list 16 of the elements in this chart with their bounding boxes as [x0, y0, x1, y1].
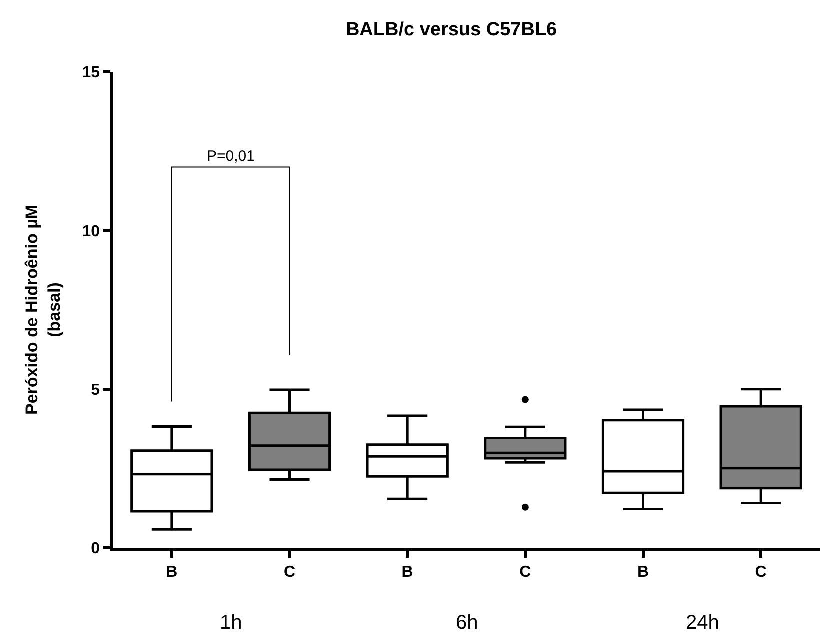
text: 6h — [456, 612, 478, 634]
x-tick-label: B — [166, 564, 178, 581]
x-tick-label: C — [755, 564, 768, 581]
y-axis-title: Peróxido de Hidroênio µM (basal) — [22, 204, 64, 416]
y-tick-label: 10 — [82, 223, 100, 240]
annotation: P=0,01 — [207, 148, 255, 165]
chart-title: BALB/c versus C57BL6 — [346, 19, 558, 40]
x-tick-label: C — [284, 564, 296, 581]
y-tick-label: 5 — [91, 382, 100, 399]
x-tick-label: B — [402, 564, 414, 581]
x-tick-label: C — [520, 564, 532, 581]
x-tick-label: B — [637, 564, 650, 581]
y-tick-label: 15 — [82, 64, 100, 82]
text: 24h — [686, 612, 720, 634]
y-tick-label: 0 — [91, 540, 100, 558]
text: 1h — [220, 612, 242, 634]
